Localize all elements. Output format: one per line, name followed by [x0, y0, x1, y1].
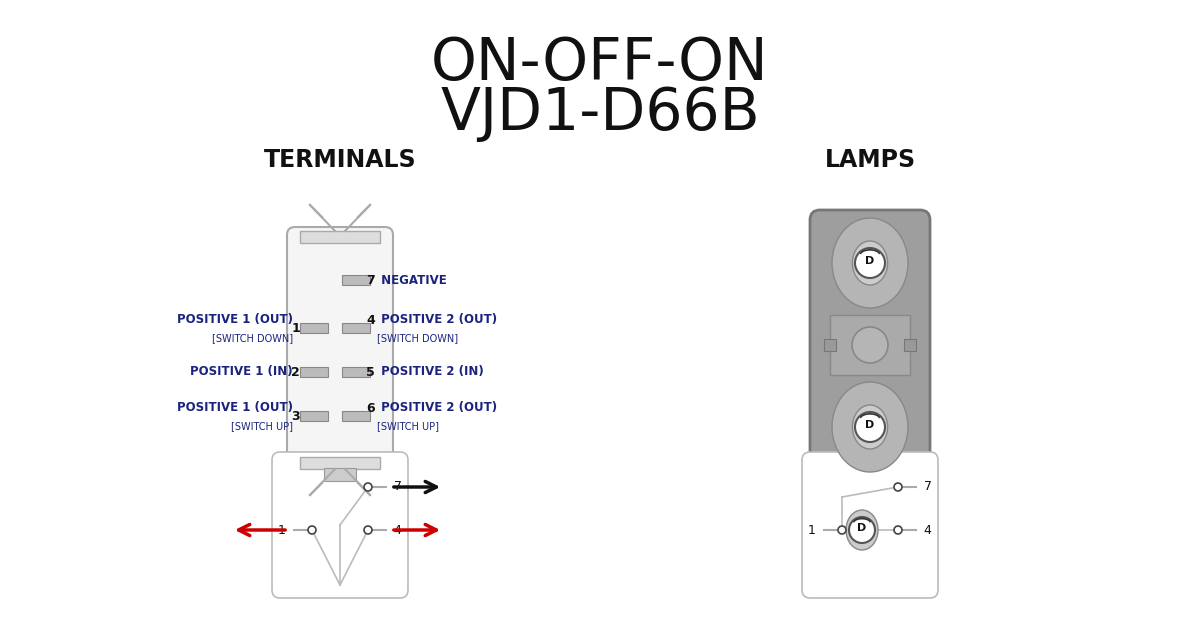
Bar — [342, 323, 370, 333]
Text: 6: 6 — [366, 401, 374, 415]
Text: [SWITCH DOWN]: [SWITCH DOWN] — [212, 333, 293, 343]
Circle shape — [854, 412, 886, 442]
Text: 1: 1 — [292, 321, 300, 335]
Circle shape — [308, 526, 316, 534]
Circle shape — [364, 526, 372, 534]
Bar — [904, 339, 916, 351]
Text: 5: 5 — [366, 365, 374, 379]
Text: POSITIVE 2 (OUT): POSITIVE 2 (OUT) — [377, 314, 497, 326]
Text: LAMPS: LAMPS — [824, 148, 916, 172]
Text: [SWITCH UP]: [SWITCH UP] — [377, 421, 439, 431]
Text: NEGATIVE: NEGATIVE — [377, 273, 446, 287]
FancyBboxPatch shape — [810, 210, 930, 480]
FancyBboxPatch shape — [802, 452, 938, 598]
Text: D: D — [857, 523, 866, 533]
Circle shape — [838, 526, 846, 534]
Text: POSITIVE 1 (IN): POSITIVE 1 (IN) — [191, 365, 293, 379]
Bar — [342, 275, 370, 285]
Bar — [830, 315, 910, 375]
FancyBboxPatch shape — [272, 452, 408, 598]
Text: 3: 3 — [292, 410, 300, 423]
Circle shape — [852, 327, 888, 363]
Bar — [300, 323, 328, 333]
Text: D: D — [865, 256, 875, 266]
Circle shape — [364, 483, 372, 491]
Text: 2: 2 — [292, 365, 300, 379]
Bar — [342, 411, 370, 421]
Text: D: D — [865, 420, 875, 430]
Circle shape — [894, 526, 902, 534]
Text: 7: 7 — [366, 273, 374, 287]
Text: POSITIVE 2 (IN): POSITIVE 2 (IN) — [377, 365, 484, 379]
Text: VJD1-D66B: VJD1-D66B — [440, 85, 760, 142]
Ellipse shape — [832, 218, 908, 308]
Ellipse shape — [832, 382, 908, 472]
Text: [SWITCH DOWN]: [SWITCH DOWN] — [377, 333, 458, 343]
Ellipse shape — [852, 241, 888, 285]
Circle shape — [850, 517, 875, 543]
Bar — [824, 339, 836, 351]
Bar — [300, 367, 328, 377]
Text: TERMINALS: TERMINALS — [264, 148, 416, 172]
Text: 4: 4 — [920, 524, 932, 537]
Circle shape — [854, 248, 886, 278]
FancyBboxPatch shape — [287, 227, 394, 473]
Bar — [300, 231, 380, 243]
Bar — [300, 411, 328, 421]
Text: POSITIVE 1 (OUT): POSITIVE 1 (OUT) — [178, 314, 293, 326]
Text: POSITIVE 1 (OUT): POSITIVE 1 (OUT) — [178, 401, 293, 415]
Text: 1: 1 — [808, 524, 820, 537]
Text: [SWITCH UP]: [SWITCH UP] — [230, 421, 293, 431]
Bar — [300, 457, 380, 469]
Text: 7: 7 — [390, 481, 402, 493]
Text: 4: 4 — [390, 524, 402, 537]
Text: 4: 4 — [366, 314, 374, 326]
Text: 1: 1 — [278, 524, 290, 537]
Text: 7: 7 — [920, 481, 932, 493]
Bar — [324, 468, 356, 481]
Bar — [342, 367, 370, 377]
Text: ON-OFF-ON: ON-OFF-ON — [431, 35, 769, 92]
Text: POSITIVE 2 (OUT): POSITIVE 2 (OUT) — [377, 401, 497, 415]
Circle shape — [894, 483, 902, 491]
Ellipse shape — [846, 510, 878, 550]
Ellipse shape — [852, 405, 888, 449]
